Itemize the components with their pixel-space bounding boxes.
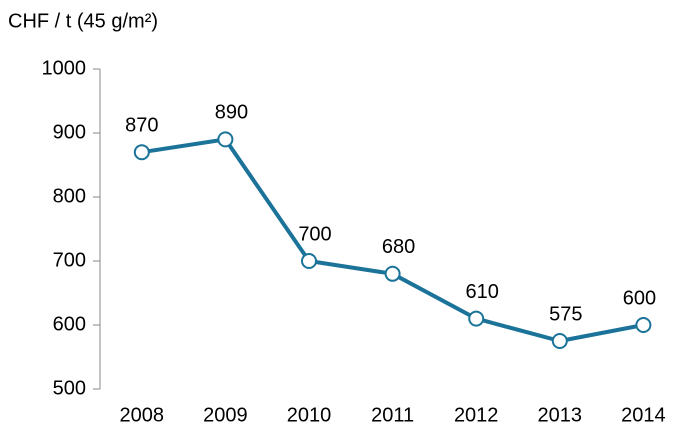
data-label: 870 — [125, 114, 158, 136]
data-label: 600 — [623, 287, 656, 309]
x-tick-label: 2013 — [538, 404, 583, 426]
data-point — [635, 317, 652, 333]
data-point — [551, 333, 568, 349]
x-tick-label: 2012 — [454, 404, 499, 426]
y-axis-label: CHF / t (45 g/m²) — [8, 10, 158, 32]
x-tick-label: 2009 — [203, 404, 248, 426]
x-tick-label: 2008 — [120, 404, 165, 426]
x-tick-label: 2014 — [621, 404, 666, 426]
x-tick-label: 2010 — [287, 404, 332, 426]
data-point — [384, 265, 401, 282]
data-point — [301, 253, 317, 269]
data-label: 575 — [549, 303, 582, 325]
y-tick-label: 800 — [53, 185, 86, 207]
y-tick-label: 500 — [53, 377, 86, 399]
data-label: 680 — [382, 236, 415, 258]
data-point — [133, 144, 150, 161]
y-tick-label: 600 — [53, 313, 86, 335]
y-tick-label: 900 — [53, 121, 86, 143]
x-tick-label: 2011 — [371, 404, 414, 426]
y-tick-label: 700 — [53, 249, 86, 271]
data-label: 890 — [215, 102, 248, 124]
data-label: 700 — [298, 223, 331, 245]
data-label: 610 — [466, 281, 499, 303]
data-point — [468, 310, 485, 327]
y-tick-label: 1000 — [42, 57, 87, 79]
data-point — [217, 131, 234, 148]
